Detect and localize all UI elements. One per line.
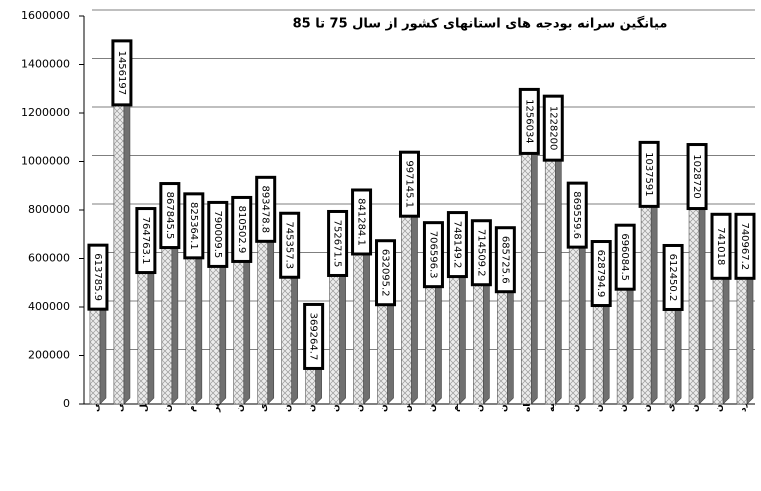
value-label: 867845.5: [164, 192, 175, 240]
value-label-box: [542, 94, 564, 162]
chart-title: میانگین سرانه بودجه های استانهای کشور از…: [293, 16, 668, 32]
value-label-box: [398, 150, 420, 218]
value-label: 841284.1: [356, 198, 367, 246]
value-label: 696084.5: [619, 233, 630, 281]
value-label-box: [111, 39, 133, 107]
value-label: 810502.9: [236, 206, 247, 254]
value-label: 685725.6: [499, 236, 510, 284]
value-label-box: [734, 212, 756, 280]
value-label: 752671.5: [332, 220, 343, 268]
y-tick-label: 0: [63, 397, 70, 410]
value-label: 1028720: [691, 154, 702, 199]
x-tick-label: یزد: [739, 398, 749, 412]
value-label-box: [159, 182, 181, 250]
value-label: 741018: [715, 227, 726, 265]
value-label: 1228200: [547, 106, 558, 151]
value-label: 893478.8: [260, 185, 271, 233]
value-label: 748149.2: [451, 221, 462, 269]
value-label: 628794.9: [595, 250, 606, 298]
value-label: 869559.6: [571, 191, 582, 239]
value-label-box: [375, 239, 397, 307]
value-label-box: [279, 211, 301, 279]
value-label-box: [710, 212, 732, 280]
value-label-box: [662, 243, 684, 311]
y-tick-label: 600000: [28, 252, 70, 265]
value-label-box: [470, 219, 492, 287]
value-label-box: [231, 195, 253, 263]
value-label: 1256034: [523, 99, 534, 144]
value-label-box: [518, 87, 540, 155]
value-label: 740967.2: [739, 222, 750, 270]
value-label-box: [327, 209, 349, 277]
value-label-box: [590, 240, 612, 308]
value-label: 790009.5: [212, 211, 223, 259]
value-label-box: [135, 207, 157, 275]
value-label: 764763.1: [140, 217, 151, 265]
value-label-box: [614, 223, 636, 291]
y-tick-label: 1000000: [21, 155, 70, 168]
x-tick-label: قم: [451, 399, 461, 412]
value-label: 613785.9: [92, 253, 103, 301]
value-label-box: [638, 140, 660, 208]
value-label: 612450.2: [667, 254, 678, 302]
value-label-box: [494, 226, 516, 294]
value-label-box: [87, 243, 109, 311]
value-label-box: [351, 188, 373, 256]
value-label-box: [422, 221, 444, 289]
value-label: 1456197: [116, 51, 127, 96]
y-tick-label: 1400000: [21, 58, 70, 71]
value-label-box: [183, 192, 205, 260]
value-label-box: [686, 143, 708, 211]
y-tick-label: 200000: [28, 349, 70, 362]
value-label: 997145.1: [403, 160, 414, 208]
value-label: 825364.1: [188, 202, 199, 250]
value-label-box: [255, 175, 277, 243]
y-tick-label: 1600000: [21, 9, 70, 22]
value-label: 714509.2: [475, 229, 486, 277]
y-tick-label: 1200000: [21, 106, 70, 119]
value-label-box: [446, 211, 468, 279]
value-label-box: [207, 200, 229, 268]
value-label: 632095.2: [380, 249, 391, 297]
value-label-box: [566, 181, 588, 249]
value-label: 706596.3: [427, 231, 438, 279]
value-label-box: [303, 302, 325, 370]
value-label: 745357.3: [284, 221, 295, 269]
value-label: 1037591: [643, 152, 654, 197]
y-tick-label: 800000: [28, 203, 70, 216]
value-label: 369264.7: [308, 313, 319, 361]
y-tick-label: 400000: [28, 300, 70, 313]
